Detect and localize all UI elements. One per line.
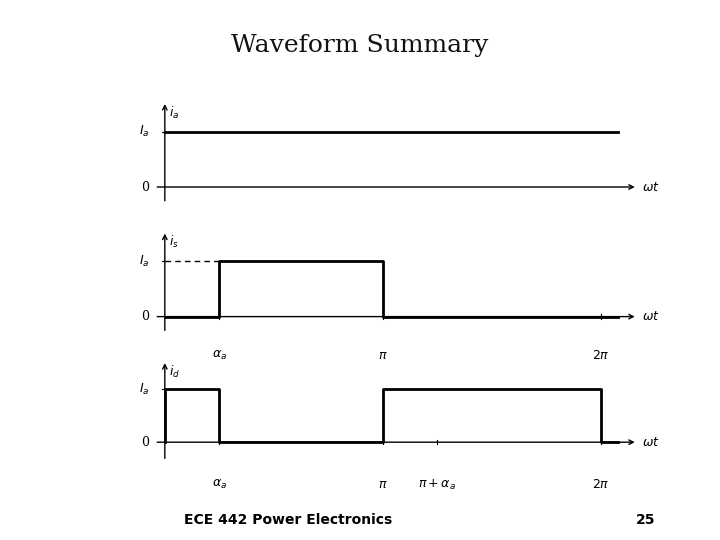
Text: $\pi$: $\pi$	[378, 478, 388, 491]
Text: $\pi+\alpha_a$: $\pi+\alpha_a$	[418, 478, 456, 492]
Text: 25: 25	[636, 512, 655, 526]
Text: $\omega t$: $\omega t$	[642, 310, 660, 323]
Text: $i_d$: $i_d$	[169, 363, 180, 380]
Text: $\alpha_a$: $\alpha_a$	[212, 478, 227, 491]
Text: $i_a$: $i_a$	[169, 105, 179, 121]
Text: ECE 442 Power Electronics: ECE 442 Power Electronics	[184, 512, 392, 526]
Text: $I_a$: $I_a$	[139, 382, 150, 397]
Text: $\omega t$: $\omega t$	[642, 436, 660, 449]
Text: $\omega t$: $\omega t$	[642, 180, 660, 193]
Text: 0: 0	[142, 436, 150, 449]
Text: 0: 0	[142, 180, 150, 193]
Text: $2\pi$: $2\pi$	[592, 478, 610, 491]
Text: $\pi$: $\pi$	[378, 349, 388, 362]
Text: $I_a$: $I_a$	[139, 124, 150, 139]
Text: $\alpha_a$: $\alpha_a$	[212, 349, 227, 362]
Text: Waveform Summary: Waveform Summary	[231, 33, 489, 57]
Text: $I_a$: $I_a$	[139, 254, 150, 269]
Text: $2\pi$: $2\pi$	[592, 349, 610, 362]
Text: $i_s$: $i_s$	[169, 234, 179, 251]
Text: 0: 0	[142, 310, 150, 323]
